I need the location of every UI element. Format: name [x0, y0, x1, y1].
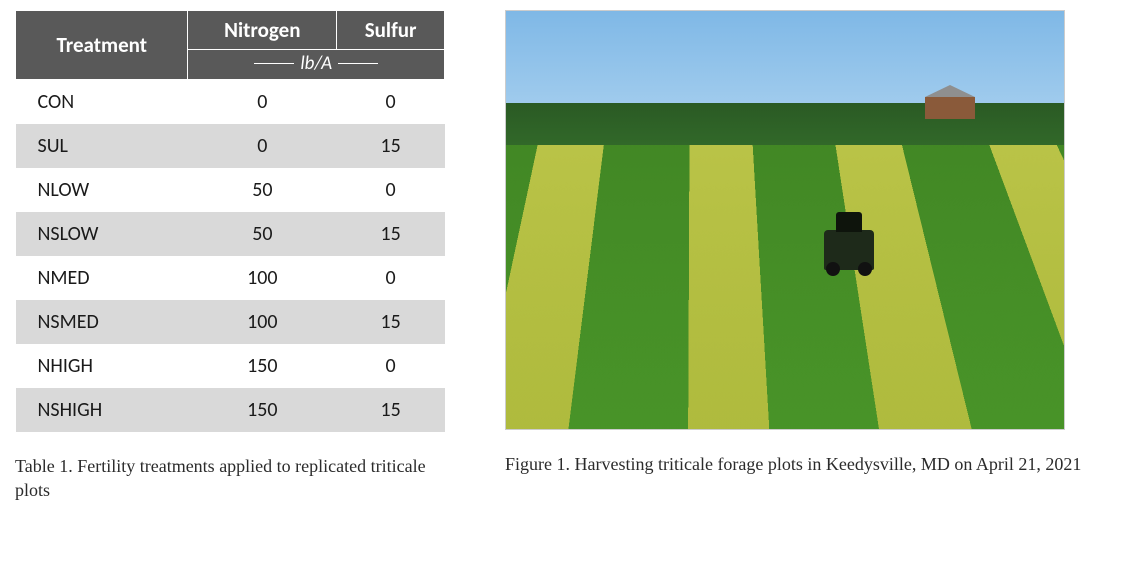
- cell-nitrogen: 150: [188, 344, 337, 388]
- col-head-nitrogen: Nitrogen: [188, 11, 337, 50]
- table-body: CON 0 0 SUL 0 15 NLOW 50 0 NSLOW 50: [16, 80, 445, 433]
- table-row: NSHIGH 150 15: [16, 388, 445, 432]
- col-head-treatment: Treatment: [16, 11, 188, 80]
- table-row: NSLOW 50 15: [16, 212, 445, 256]
- cell-nitrogen: 0: [188, 80, 337, 125]
- cell-nitrogen: 100: [188, 300, 337, 344]
- unit-line-right: [338, 63, 378, 64]
- cell-name: NMED: [16, 256, 188, 300]
- table-column: Treatment Nitrogen Sulfur lb/A: [15, 10, 445, 503]
- table-row: SUL 0 15: [16, 124, 445, 168]
- cell-sulfur: 15: [337, 124, 445, 168]
- unit-line-left: [254, 63, 294, 64]
- cell-nitrogen: 50: [188, 168, 337, 212]
- cell-sulfur: 15: [337, 388, 445, 432]
- photo-barn: [925, 97, 975, 119]
- cell-sulfur: 0: [337, 344, 445, 388]
- table-row: NHIGH 150 0: [16, 344, 445, 388]
- cell-nitrogen: 0: [188, 124, 337, 168]
- tractor-wheel: [858, 262, 872, 276]
- col-head-sulfur: Sulfur: [337, 11, 445, 50]
- table-row: CON 0 0: [16, 80, 445, 125]
- cell-name: NSMED: [16, 300, 188, 344]
- unit-label: lb/A: [300, 52, 332, 75]
- table-caption: Table 1. Fertility treatments applied to…: [15, 454, 445, 503]
- two-column-layout: Treatment Nitrogen Sulfur lb/A: [15, 10, 1113, 503]
- table-row: NMED 100 0: [16, 256, 445, 300]
- field-photo: [505, 10, 1065, 430]
- tractor-wheel: [826, 262, 840, 276]
- cell-name: NHIGH: [16, 344, 188, 388]
- cell-sulfur: 0: [337, 80, 445, 125]
- cell-sulfur: 15: [337, 212, 445, 256]
- cell-name: SUL: [16, 124, 188, 168]
- figure-column: Figure 1. Harvesting triticale forage pl…: [505, 10, 1113, 476]
- cell-sulfur: 0: [337, 168, 445, 212]
- cell-name: NSHIGH: [16, 388, 188, 432]
- cell-name: NSLOW: [16, 212, 188, 256]
- cell-nitrogen: 50: [188, 212, 337, 256]
- col-head-unit: lb/A: [188, 50, 445, 80]
- figure-caption: Figure 1. Harvesting triticale forage pl…: [505, 452, 1113, 476]
- table-row: NLOW 50 0: [16, 168, 445, 212]
- table-row: NSMED 100 15: [16, 300, 445, 344]
- cell-sulfur: 0: [337, 256, 445, 300]
- cell-nitrogen: 100: [188, 256, 337, 300]
- cell-name: NLOW: [16, 168, 188, 212]
- cell-name: CON: [16, 80, 188, 125]
- cell-sulfur: 15: [337, 300, 445, 344]
- photo-field: [506, 145, 1064, 429]
- cell-nitrogen: 150: [188, 388, 337, 432]
- treatment-table: Treatment Nitrogen Sulfur lb/A: [15, 10, 445, 432]
- photo-tractor: [824, 230, 874, 270]
